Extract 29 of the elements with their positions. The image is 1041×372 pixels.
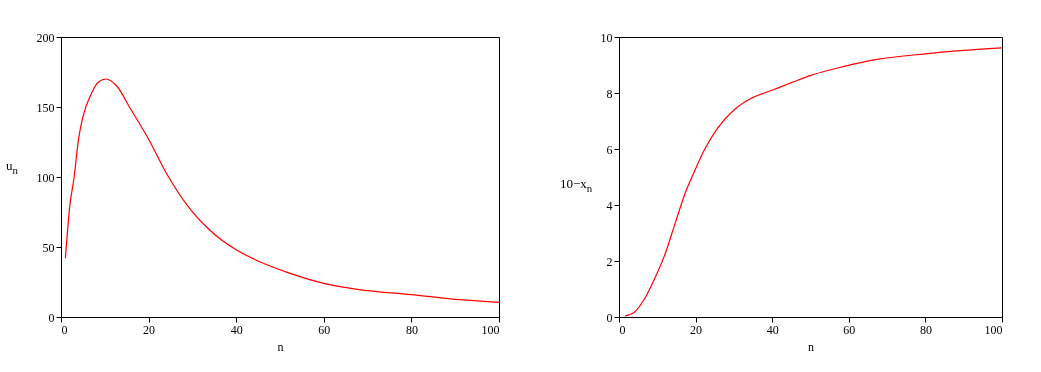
x-tick-label: 40 [230,322,243,337]
x-tick-label: 60 [843,322,856,337]
x-axis-title: n [808,339,814,354]
y-tick-label: 4 [606,198,613,213]
line-series [64,78,500,303]
x-tick-label: 100 [481,322,500,337]
y-axis-title: u$_{n}$ [6,158,18,176]
y-tick-label: 0 [606,310,613,325]
y-tick-label: 50 [42,240,55,255]
line-series [624,47,1003,317]
y-tick-label: 8 [606,86,613,101]
x-axis-title: n [277,339,284,354]
x-tick-label: 20 [143,322,156,337]
y-tick-label: 150 [36,100,55,115]
x-tick-label: 20 [690,322,703,337]
x-tick-label: 80 [405,322,418,337]
y-tick-label: 0 [48,310,55,325]
x-tick-label: 0 [61,322,68,337]
x-tick-label: 100 [984,322,1003,337]
y-tick-label: 2 [606,254,613,269]
y-tick-label: 200 [36,30,55,45]
y-tick-label: 6 [606,142,613,157]
y-tick-label: 100 [36,170,55,185]
x-tick-label: 0 [619,322,626,337]
x-tick-label: 80 [919,322,932,337]
y-tick-label: 10 [600,30,613,45]
x-tick-label: 60 [318,322,331,337]
x-tick-label: 40 [766,322,779,337]
y-axis-title: 10−x$_{n}$ [560,176,593,194]
